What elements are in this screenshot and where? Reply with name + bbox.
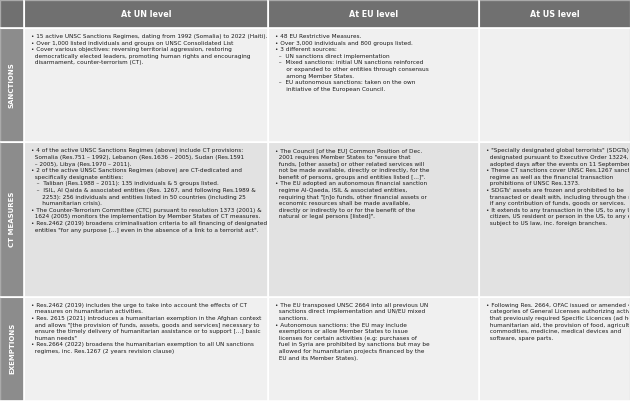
Bar (24, 142, 268, 297)
Text: • The Council [of the EU] Common Position of Dec.
  2001 requires Member States : • The Council [of the EU] Common Positio… (275, 148, 430, 219)
Text: SANCTIONS: SANCTIONS (9, 62, 15, 108)
Bar (24, 297, 268, 401)
Text: EXEMPTIONS: EXEMPTIONS (9, 323, 15, 375)
Text: • 4 of the active UNSC Sanctions Regimes (above) include CT provisions:
  Somali: • 4 of the active UNSC Sanctions Regimes… (31, 148, 267, 233)
Bar (268, 28, 479, 142)
Bar (24, 28, 268, 142)
Bar (479, 142, 630, 297)
Text: • 48 EU Restrictive Measures.
• Over 3,000 individuals and 800 groups listed.
• : • 48 EU Restrictive Measures. • Over 3,0… (275, 34, 429, 92)
Bar (0, 297, 24, 401)
Text: At EU level: At EU level (350, 10, 398, 18)
Text: • Following Res. 2664, OFAC issued or amended 4
  categories of General Licenses: • Following Res. 2664, OFAC issued or am… (486, 303, 630, 341)
Text: At US level: At US level (530, 10, 580, 18)
Bar (268, 0, 479, 28)
Bar (0, 0, 24, 28)
Bar (479, 297, 630, 401)
Bar (479, 28, 630, 142)
Text: At UN level: At UN level (121, 10, 171, 18)
Bar (0, 28, 24, 142)
Text: • 15 active UNSC Sanctions Regimes, dating from 1992 (Somalia) to 2022 (Haiti).
: • 15 active UNSC Sanctions Regimes, dati… (31, 34, 267, 65)
Bar (0, 142, 24, 297)
Bar (268, 142, 479, 297)
Bar (479, 0, 630, 28)
Bar (24, 0, 268, 28)
Text: • Res.2462 (2019) includes the urge to take into account the effects of CT
  mea: • Res.2462 (2019) includes the urge to t… (31, 303, 261, 354)
Text: CT MEASURES: CT MEASURES (9, 192, 15, 247)
Bar (268, 297, 479, 401)
Text: • "Specially designated global terrorists" (SDGTs) are
  designated pursuant to : • "Specially designated global terrorist… (486, 148, 630, 226)
Text: • The EU transposed UNSC 2664 into all previous UN
  sanctions direct implementa: • The EU transposed UNSC 2664 into all p… (275, 303, 430, 360)
